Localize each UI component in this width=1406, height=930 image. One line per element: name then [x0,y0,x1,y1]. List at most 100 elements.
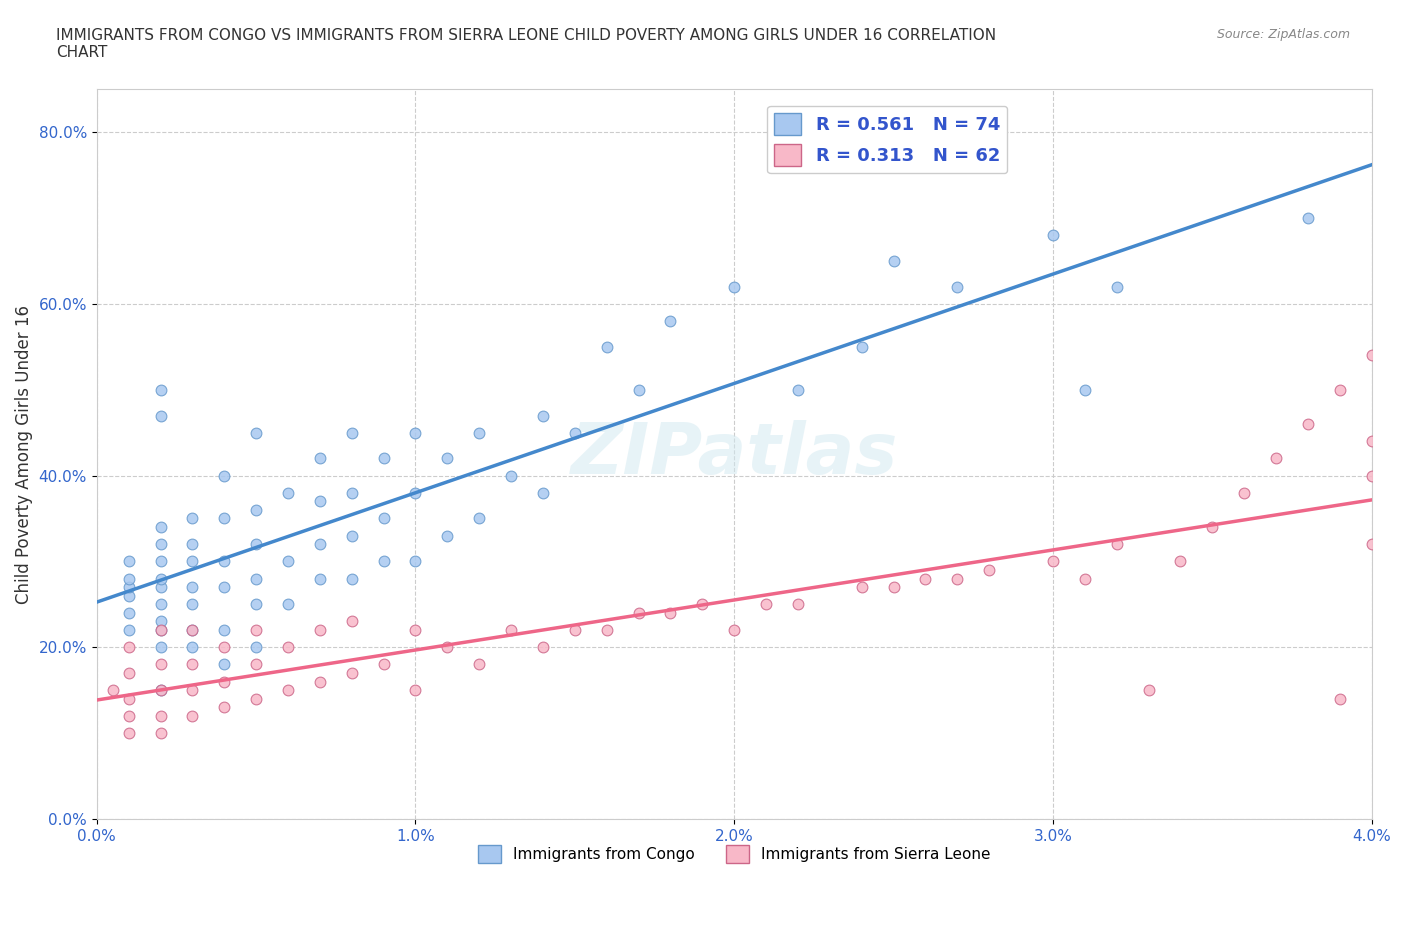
Point [340,485,363,500]
Point [564,425,586,440]
Point [1361,468,1384,483]
Point [117,725,139,740]
Point [149,571,172,586]
Point [1074,382,1097,397]
Point [723,622,745,637]
Point [1361,537,1384,551]
Point [659,605,682,620]
Point [1170,554,1192,569]
Point [659,313,682,328]
Point [883,254,905,269]
Point [405,683,427,698]
Point [340,614,363,629]
Point [468,425,491,440]
Point [117,709,139,724]
Point [1296,211,1319,226]
Point [214,700,236,715]
Point [277,597,299,612]
Point [117,554,139,569]
Point [627,605,650,620]
Point [1042,228,1064,243]
Point [531,408,554,423]
Point [181,597,204,612]
Point [117,691,139,706]
Point [277,640,299,655]
Point [596,339,619,354]
Point [149,709,172,724]
Point [468,512,491,526]
Point [117,589,139,604]
Point [181,579,204,594]
Text: ZIPatlas: ZIPatlas [571,419,898,488]
Point [214,657,236,671]
Point [277,554,299,569]
Point [1296,417,1319,432]
Point [149,683,172,698]
Point [149,622,172,637]
Point [883,579,905,594]
Point [1105,279,1128,294]
Point [373,554,395,569]
Point [181,709,204,724]
Point [755,597,778,612]
Point [340,571,363,586]
Point [373,512,395,526]
Point [1137,683,1160,698]
Point [723,279,745,294]
Point [1105,537,1128,551]
Point [214,468,236,483]
Point [373,451,395,466]
Point [1361,433,1384,448]
Point [117,579,139,594]
Point [214,674,236,689]
Point [1201,520,1223,535]
Point [787,382,810,397]
Point [692,597,714,612]
Point [436,451,458,466]
Point [181,622,204,637]
Point [340,425,363,440]
Point [149,725,172,740]
Point [117,605,139,620]
Point [373,657,395,671]
Point [214,512,236,526]
Point [181,683,204,698]
Point [946,279,969,294]
Point [277,485,299,500]
Point [149,408,172,423]
Point [501,468,523,483]
Point [245,597,267,612]
Point [1233,485,1256,500]
Y-axis label: Child Poverty Among Girls Under 16: Child Poverty Among Girls Under 16 [15,305,32,604]
Point [117,666,139,681]
Point [149,597,172,612]
Point [787,597,810,612]
Point [149,683,172,698]
Text: Source: ZipAtlas.com: Source: ZipAtlas.com [1216,28,1350,41]
Point [214,579,236,594]
Point [181,512,204,526]
Point [1042,554,1064,569]
Point [309,537,332,551]
Point [181,640,204,655]
Point [596,622,619,637]
Point [214,622,236,637]
Point [1074,571,1097,586]
Point [405,425,427,440]
Point [501,622,523,637]
Point [245,571,267,586]
Point [245,537,267,551]
Point [851,579,873,594]
Point [468,657,491,671]
Point [149,657,172,671]
Point [1265,451,1288,466]
Point [245,691,267,706]
Point [436,640,458,655]
Point [101,683,124,698]
Point [309,622,332,637]
Point [181,537,204,551]
Point [1329,382,1351,397]
Point [340,666,363,681]
Point [117,622,139,637]
Point [309,494,332,509]
